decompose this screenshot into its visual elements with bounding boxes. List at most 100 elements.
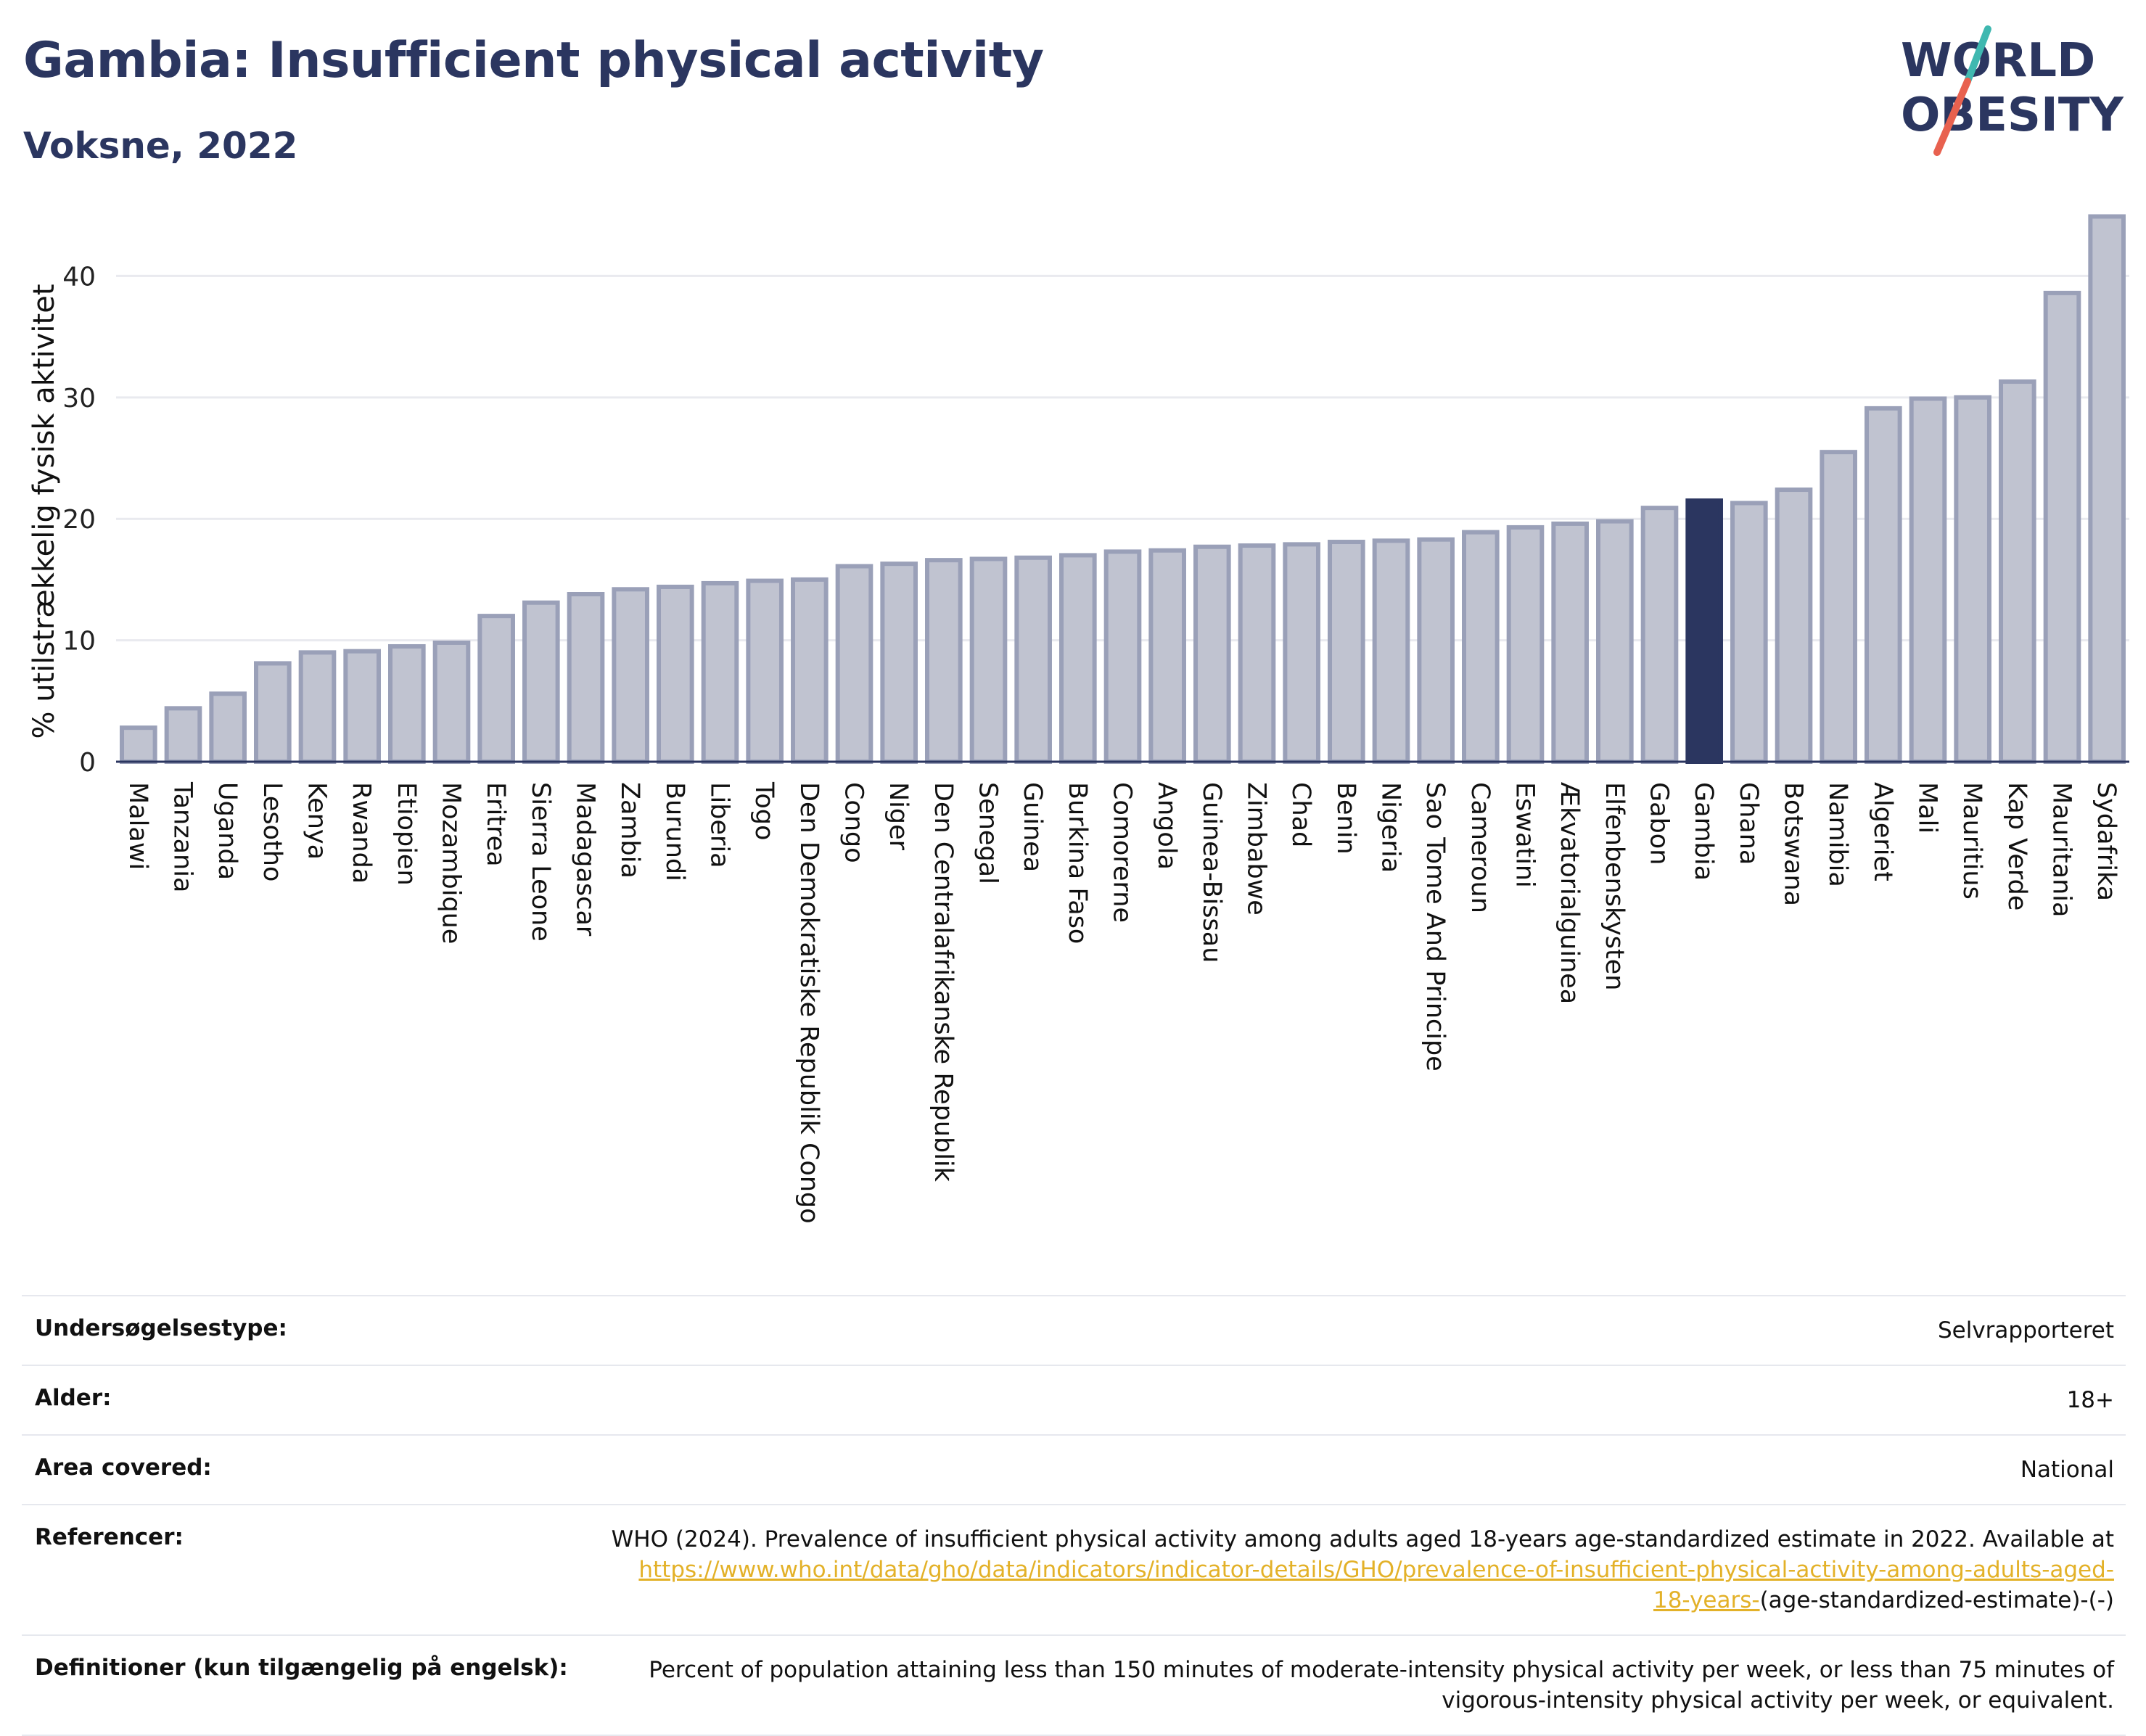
bar [1999, 379, 2036, 764]
x-tick-label: Rwanda [347, 782, 376, 884]
x-tick-label: Liberia [705, 782, 734, 868]
bar [343, 649, 381, 764]
x-tick-label: Congo [839, 782, 868, 863]
bar [1954, 395, 1991, 764]
x-tick-label: Ækvatorialguinea [1555, 782, 1584, 1004]
bar [612, 587, 649, 764]
bar [835, 564, 873, 764]
bar-chart: 0 10 20 30 40% utilstrækkelig fysisk aktivit… [28, 214, 2129, 1224]
logo-line2: OBESITY [1901, 89, 2124, 142]
bar [1238, 543, 1276, 764]
info-value: Percent of population attaining less tha… [599, 1634, 2126, 1736]
reference-link[interactable]: https://www.who.int/data/gho/data/indica… [638, 1557, 2114, 1613]
bar [567, 592, 605, 764]
y-tick-label: 0 [79, 748, 96, 778]
x-tick-label: Burkina Faso [1063, 782, 1092, 944]
info-value: Selvrapporteret [599, 1295, 2126, 1365]
info-row: Area covered: National [22, 1434, 2126, 1505]
x-tick-label: Sydafrika [2092, 782, 2121, 901]
bar [1328, 540, 1365, 764]
world-obesity-logo: WORLD OBESITY [1901, 25, 2124, 156]
x-tick-label: Botswana [1779, 782, 1808, 906]
bar [1014, 555, 1052, 764]
bar [1417, 537, 1455, 764]
info-row-definitions: Definitioner (kun tilgængelig på engelsk… [22, 1634, 2126, 1736]
bar [1820, 450, 1857, 764]
x-tick-label: Uganda [213, 782, 242, 880]
x-tick-label: Kap Verde [2002, 782, 2031, 910]
page-title: Gambia: Insufficient physical activity [23, 32, 1044, 89]
info-value: National [599, 1434, 2126, 1505]
bar [1148, 548, 1186, 764]
x-tick-label: Nigeria [1376, 782, 1405, 873]
bar [925, 558, 963, 764]
bar [1775, 488, 1813, 764]
bar [1640, 506, 1679, 764]
reference-tail: (age-standardized-estimate)-(-) [1759, 1587, 2114, 1613]
x-tick-label: Eswatini [1510, 782, 1539, 888]
bar [2043, 290, 2081, 764]
bar [1730, 501, 1768, 764]
x-tick-label: Gabon [1645, 782, 1674, 865]
bar [2088, 214, 2126, 765]
info-key: Referencer: [22, 1504, 599, 1635]
bar [432, 640, 471, 765]
bar [254, 661, 292, 764]
bar [701, 580, 739, 764]
bar [1551, 521, 1589, 764]
bar [1462, 530, 1500, 764]
x-tick-label: Senegal [974, 782, 1003, 884]
x-tick-label: Guinea-Bissau [1197, 782, 1226, 963]
x-tick-label: Ghana [1734, 782, 1763, 865]
x-tick-label: Kenya [303, 782, 332, 860]
x-tick-label: Sierra Leone [526, 782, 555, 942]
y-tick-label: 20 [62, 505, 96, 535]
x-tick-label: Lesotho [258, 782, 287, 881]
x-tick-label: Comorerne [1108, 782, 1137, 923]
bar [657, 584, 694, 765]
x-tick-label: Malawi [123, 782, 152, 870]
info-table: Undersøgelsestype: Selvrapporteret Alder: 1… [22, 1295, 2126, 1736]
x-tick-label: Elfenbenskysten [1600, 782, 1629, 990]
bar [1865, 406, 1902, 764]
x-tick-label: Niger [884, 782, 913, 851]
x-tick-label: Tanzania [168, 781, 197, 892]
info-row: Undersøgelsestype: Selvrapporteret [22, 1295, 2126, 1365]
info-row-references: Referencer: WHO (2024). Prevalence of in… [22, 1504, 2126, 1635]
x-tick-label: Eritrea [481, 782, 510, 867]
bar [791, 577, 829, 764]
bar [209, 691, 247, 764]
logo-line1: WORLD [1901, 34, 2095, 88]
page-subtitle: Voksne, 2022 [23, 125, 298, 167]
x-tick-label: Chad [1286, 782, 1315, 847]
info-key: Area covered: [22, 1434, 599, 1505]
info-value: WHO (2024). Prevalence of insufficient p… [599, 1504, 2126, 1635]
bar [1596, 519, 1634, 764]
y-axis-label: % utilstrækkelig fysisk aktivitet [28, 284, 61, 739]
x-tick-label: Madagascar [571, 782, 600, 937]
x-tick-label: Gambia [1689, 782, 1718, 881]
logo-slash-bottom [1933, 78, 1971, 156]
bar [388, 643, 426, 765]
info-key: Undersøgelsestype: [22, 1295, 599, 1365]
bar [1909, 396, 1947, 764]
x-tick-label: Den Demokratiske Republik Congo [794, 782, 823, 1224]
bar [1193, 544, 1231, 764]
bar-highlight [1685, 498, 1723, 764]
bar [880, 561, 918, 764]
bar [522, 600, 560, 765]
bar [1059, 553, 1097, 764]
x-tick-label: Benin [1331, 782, 1360, 855]
bar [298, 650, 337, 765]
bar [969, 556, 1008, 764]
x-tick-label: Guinea [1018, 782, 1047, 872]
x-tick-label: Etiopien [392, 782, 421, 886]
y-tick-label: 40 [62, 262, 96, 292]
info-key: Definitioner (kun tilgængelig på engelsk… [22, 1634, 599, 1736]
bar [746, 578, 784, 765]
x-tick-label: Cameroun [1465, 782, 1495, 913]
x-tick-label: Mauritania [2047, 782, 2076, 917]
bar [1506, 524, 1545, 764]
x-tick-label: Mozambique [437, 782, 466, 944]
bar [164, 706, 202, 765]
